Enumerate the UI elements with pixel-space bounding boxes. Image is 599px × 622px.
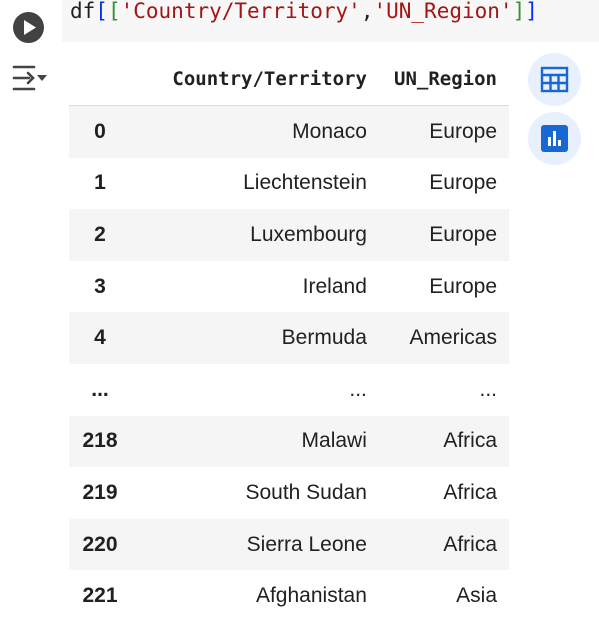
table-row: 220 Sierra Leone Africa bbox=[69, 518, 509, 571]
table-row: 3 Ireland Europe bbox=[69, 261, 509, 313]
cell-country: ... bbox=[349, 377, 367, 401]
code-text: df[['Country/Territory','UN_Region']] bbox=[70, 0, 538, 23]
column-header-country[interactable]: Country/Territory bbox=[155, 53, 379, 106]
table-header-row: Country/Territory UN_Region bbox=[69, 53, 509, 106]
table-row: 0 Monaco Europe bbox=[69, 105, 509, 158]
row-index: 3 bbox=[94, 274, 106, 298]
output-menu-icon bbox=[12, 65, 47, 91]
cell-country: Bermuda bbox=[155, 312, 379, 364]
row-index: 0 bbox=[69, 105, 155, 158]
run-cell-button[interactable] bbox=[13, 12, 44, 43]
cell-country: Luxembourg bbox=[155, 209, 379, 261]
row-index: 2 bbox=[69, 209, 155, 261]
cell-country: Afghanistan bbox=[255, 584, 367, 608]
table-icon bbox=[540, 66, 569, 93]
table-view-button[interactable] bbox=[528, 53, 581, 106]
bar-chart-icon bbox=[541, 125, 568, 152]
cell-region: Asia bbox=[456, 584, 497, 608]
cell-region: Americas bbox=[378, 312, 509, 364]
table-row: 219 South Sudan Africa bbox=[69, 467, 509, 519]
table-row-ellipsis: ... ... ... bbox=[69, 364, 509, 416]
cell-region: Europe bbox=[429, 274, 497, 298]
row-index: 4 bbox=[69, 312, 155, 364]
cell-country: Liechtenstein bbox=[243, 171, 367, 195]
cell-country: South Sudan bbox=[245, 480, 367, 504]
row-index: 219 bbox=[82, 480, 118, 504]
index-header bbox=[69, 53, 155, 106]
cell-region: Europe bbox=[378, 209, 509, 261]
table-row: 218 Malawi Africa bbox=[69, 415, 509, 468]
table-row: 2 Luxembourg Europe bbox=[69, 209, 509, 261]
table-row: 1 Liechtenstein Europe bbox=[69, 158, 509, 210]
code-cell[interactable]: df[['Country/Territory','UN_Region']] bbox=[62, 0, 599, 42]
cell-region: Africa bbox=[378, 415, 509, 468]
row-index: 221 bbox=[82, 584, 118, 608]
table-row: 221 Afghanistan Asia bbox=[69, 570, 509, 622]
cell-country: Monaco bbox=[155, 105, 379, 158]
cell-country: Sierra Leone bbox=[155, 518, 379, 571]
cell-country: Malawi bbox=[155, 415, 379, 468]
cell-region: Africa bbox=[443, 480, 497, 504]
table-row: 4 Bermuda Americas bbox=[69, 312, 509, 364]
cell-country: Ireland bbox=[302, 274, 367, 298]
cell-region: Africa bbox=[378, 518, 509, 571]
cell-region: ... bbox=[479, 377, 497, 401]
row-index: ... bbox=[91, 377, 109, 401]
cell-region: Europe bbox=[429, 171, 497, 195]
row-index: 218 bbox=[69, 415, 155, 468]
row-index: 220 bbox=[69, 518, 155, 571]
dataframe-table: Country/Territory UN_Region 0 Monaco Eur… bbox=[69, 53, 509, 622]
cell-region: Europe bbox=[378, 105, 509, 158]
column-header-region[interactable]: UN_Region bbox=[378, 53, 509, 106]
row-index: 1 bbox=[94, 171, 106, 195]
output-menu-button[interactable] bbox=[12, 63, 48, 93]
suggest-chart-button[interactable] bbox=[528, 112, 581, 165]
play-icon bbox=[24, 20, 36, 35]
